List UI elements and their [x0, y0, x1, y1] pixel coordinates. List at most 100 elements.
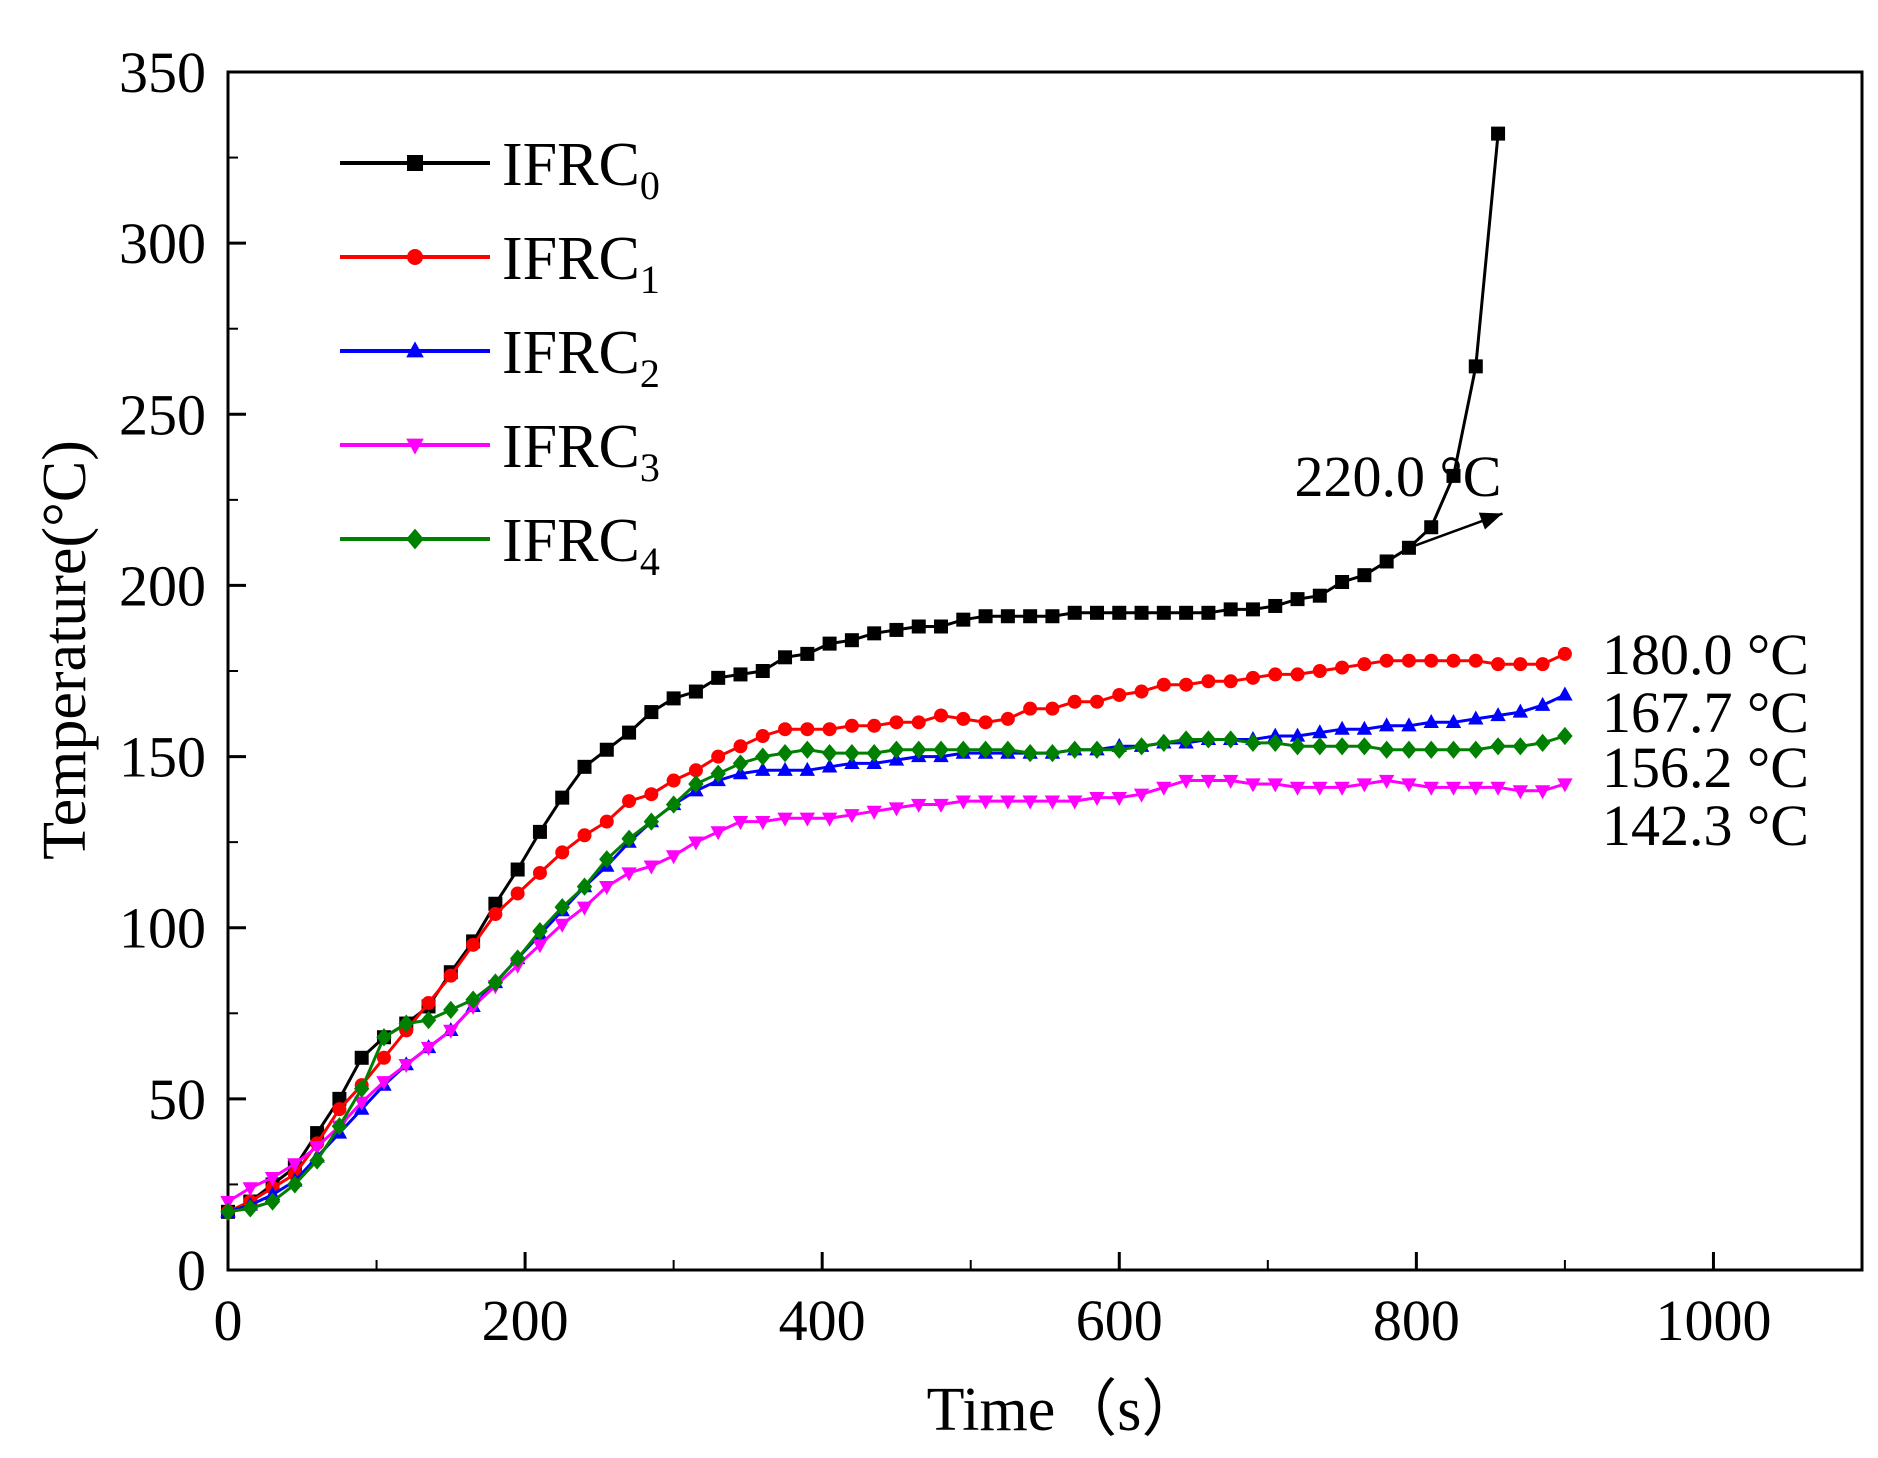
- data-point: [622, 794, 637, 809]
- data-point: [1401, 778, 1417, 793]
- data-point: [644, 705, 659, 720]
- data-point: [1490, 707, 1506, 722]
- data-point: [376, 1050, 391, 1065]
- data-point: [1089, 605, 1104, 620]
- data-point: [1290, 667, 1305, 682]
- data-point: [799, 761, 816, 776]
- data-point: [866, 805, 882, 820]
- data-point: [800, 722, 815, 737]
- data-point: [1445, 713, 1462, 728]
- data-point: [465, 990, 481, 1009]
- data-point: [1289, 727, 1306, 742]
- data-point: [1312, 781, 1328, 796]
- data-point: [264, 1192, 281, 1211]
- data-point: [799, 740, 816, 759]
- data-point: [599, 742, 614, 757]
- data-point: [1424, 653, 1439, 668]
- data-point: [1557, 646, 1572, 661]
- data-point: [1200, 730, 1217, 749]
- data-point: [665, 795, 682, 814]
- data-point: [1000, 740, 1016, 759]
- legend-entry: IFRC4: [340, 507, 660, 584]
- data-point: [1289, 781, 1306, 796]
- data-point: [332, 1091, 347, 1106]
- data-point: [1445, 740, 1462, 759]
- data-point: [309, 1151, 325, 1170]
- data-point: [1512, 737, 1529, 756]
- data-point: [755, 664, 770, 678]
- data-point: [1178, 774, 1194, 789]
- y-axis-title: Temperature(°C): [31, 440, 99, 860]
- data-point: [911, 619, 926, 634]
- data-point: [889, 715, 904, 730]
- data-point: [1000, 711, 1015, 726]
- annotation-label: 167.7 °C: [1602, 680, 1809, 745]
- data-point: [1111, 792, 1127, 807]
- data-point: [1424, 520, 1439, 535]
- data-point: [554, 898, 570, 917]
- data-point: [1535, 657, 1550, 672]
- data-point: [532, 824, 547, 839]
- data-point: [1112, 605, 1127, 620]
- data-point: [287, 1175, 303, 1194]
- data-point: [799, 812, 816, 827]
- data-point: [420, 1011, 437, 1030]
- data-point: [1312, 737, 1328, 756]
- data-point: [1022, 795, 1038, 810]
- x-tick-label: 600: [1076, 1288, 1163, 1353]
- series-line: [227, 778, 1566, 1203]
- data-point: [532, 922, 548, 941]
- data-point: [1379, 653, 1394, 668]
- data-point: [1201, 605, 1216, 620]
- legend-marker: [406, 341, 424, 358]
- data-point: [1446, 468, 1461, 483]
- data-point: [443, 1000, 459, 1019]
- data-point: [1067, 795, 1083, 810]
- data-point: [1223, 674, 1238, 689]
- data-point: [488, 896, 503, 911]
- data-point: [331, 1117, 348, 1136]
- data-point: [1490, 737, 1506, 756]
- data-point: [688, 836, 704, 851]
- data-point: [888, 740, 905, 759]
- data-point: [777, 761, 793, 776]
- data-point: [1357, 657, 1372, 672]
- data-point: [1022, 744, 1038, 763]
- data-point: [1290, 592, 1305, 607]
- data-point: [1134, 684, 1149, 699]
- data-point: [1378, 740, 1395, 759]
- data-point: [822, 636, 837, 651]
- data-point: [710, 826, 726, 841]
- data-point: [733, 739, 748, 754]
- y-tick-label: 300: [119, 211, 206, 276]
- data-point: [732, 754, 749, 773]
- data-point: [332, 1102, 347, 1117]
- data-point: [778, 650, 793, 665]
- data-point: [309, 1141, 325, 1156]
- data-point: [1356, 720, 1373, 735]
- data-point: [577, 828, 592, 843]
- data-point: [443, 1024, 459, 1039]
- data-point: [1156, 781, 1172, 796]
- annotation-arrow-head: [1478, 512, 1503, 530]
- data-point: [1557, 726, 1573, 746]
- data-point: [1334, 781, 1350, 796]
- data-point: [1312, 588, 1327, 603]
- data-point: [1067, 605, 1082, 620]
- data-point: [1112, 687, 1127, 702]
- data-point: [911, 798, 927, 813]
- data-point: [710, 764, 726, 783]
- data-point: [376, 1028, 392, 1047]
- annotation-label: 180.0 °C: [1602, 622, 1809, 687]
- data-point: [220, 1202, 236, 1221]
- legend-entry: IFRC0: [340, 131, 660, 208]
- data-point: [777, 812, 793, 827]
- data-point: [1223, 602, 1238, 617]
- data-point: [978, 609, 993, 624]
- legend-label: IFRC1: [502, 225, 660, 302]
- data-point: [264, 1171, 281, 1186]
- data-point: [844, 718, 859, 733]
- data-point: [1201, 674, 1216, 689]
- x-tick-label: 400: [779, 1288, 866, 1353]
